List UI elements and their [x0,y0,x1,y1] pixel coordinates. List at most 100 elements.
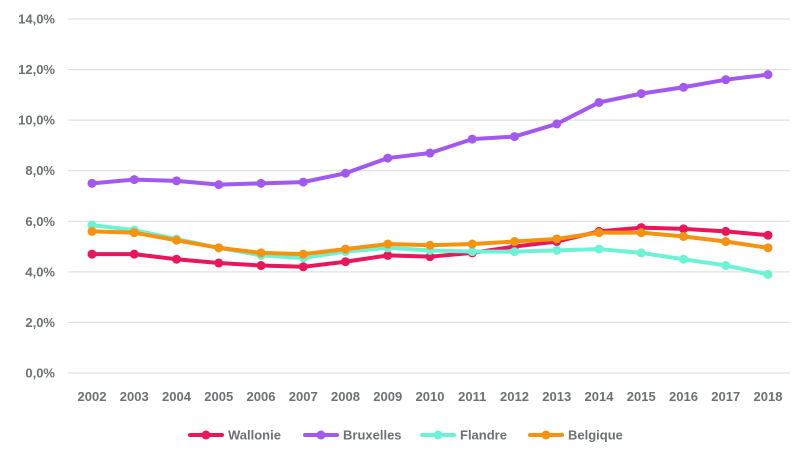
data-point [129,228,139,238]
data-point [298,177,308,187]
data-point [552,119,562,129]
x-tick-label: 2006 [247,389,276,404]
data-point [87,226,97,236]
y-tick-label: 0,0% [25,366,55,381]
data-point [383,250,393,260]
data-point [594,244,604,254]
data-point [256,248,266,258]
data-point [214,180,224,190]
data-point [172,176,181,186]
data-point [594,97,604,107]
data-point [679,224,688,234]
data-point [467,134,477,144]
legend-label: Belgique [568,428,623,443]
legend-swatch-marker [201,430,211,440]
series-bruxelles [87,70,773,190]
legend-item-belgique: Belgique [528,428,623,443]
data-point [425,148,435,158]
series-belgique [87,226,773,259]
data-point [594,228,604,238]
series-group [87,70,773,279]
data-point [552,245,562,255]
x-tick-label: 2007 [289,389,318,404]
data-point [636,228,646,238]
data-point [510,132,519,142]
data-point [129,175,139,185]
legend-swatch-marker [541,430,551,440]
legend-item-wallonie: Wallonie [188,428,281,443]
data-point [383,239,393,249]
data-point [467,239,477,249]
x-tick-label: 2013 [542,389,571,404]
x-tick-label: 2014 [585,389,615,404]
data-point [552,234,562,244]
data-point [256,261,266,271]
legend: Wallonie Bruxelles Flandre Belgique [188,428,623,443]
data-point [87,249,97,259]
gridlines [68,18,790,374]
data-point [763,70,773,80]
x-axis: 2002 2003 2004 2005 2006 2007 2008 2009 2010 2011… [78,389,783,404]
y-tick-label: 10,0% [18,113,55,128]
data-point [341,257,350,267]
data-point [425,252,435,262]
data-point [298,262,308,272]
y-tick-label: 6,0% [25,214,55,229]
x-tick-label: 2009 [373,389,402,404]
x-tick-label: 2005 [204,389,233,404]
x-tick-label: 2011 [458,389,486,404]
x-tick-label: 2004 [162,389,192,404]
data-point [679,254,688,264]
data-point [721,226,731,236]
y-tick-label: 2,0% [25,315,55,330]
data-point [679,231,688,241]
data-point [467,247,477,257]
data-point [636,248,646,258]
data-point [298,249,308,259]
data-point [383,153,393,163]
data-point [510,237,519,247]
x-tick-label: 2008 [331,389,360,404]
data-point [763,230,773,240]
x-tick-label: 2012 [500,389,529,404]
legend-label: Bruxelles [343,428,402,443]
data-point [679,82,688,92]
x-tick-label: 2017 [711,389,740,404]
data-point [425,240,435,250]
data-point [636,89,646,99]
x-tick-label: 2015 [627,389,656,404]
data-point [721,261,731,271]
data-point [129,249,139,259]
data-point [172,254,181,264]
y-tick-label: 12,0% [18,62,55,77]
legend-item-flandre: Flandre [420,428,507,443]
y-tick-label: 14,0% [18,12,55,27]
series-line-bruxelles [90,72,770,187]
legend-swatch-marker [316,430,326,440]
data-point [214,258,224,268]
data-point [721,237,731,247]
y-tick-label: 4,0% [25,264,55,279]
data-point [87,178,97,188]
data-point [510,247,519,257]
data-point [763,269,773,279]
x-tick-label: 2002 [78,389,107,404]
data-point [214,243,224,253]
y-axis: 0,0% 2,0% 4,0% 6,0% 8,0% 10,0% 12,0% 14,0% [18,12,55,381]
data-point [87,220,97,230]
data-point [256,178,266,188]
x-tick-label: 2010 [416,389,445,404]
legend-swatch-marker [433,430,443,440]
data-point [341,168,350,178]
legend-label: Flandre [460,428,507,443]
x-tick-label: 2016 [669,389,698,404]
data-point [763,243,773,253]
data-point [341,244,350,254]
x-tick-label: 2003 [120,389,149,404]
x-tick-label: 2018 [754,389,783,404]
data-point [172,235,181,245]
y-tick-label: 8,0% [25,163,55,178]
data-point [721,75,731,85]
legend-label: Wallonie [228,428,281,443]
